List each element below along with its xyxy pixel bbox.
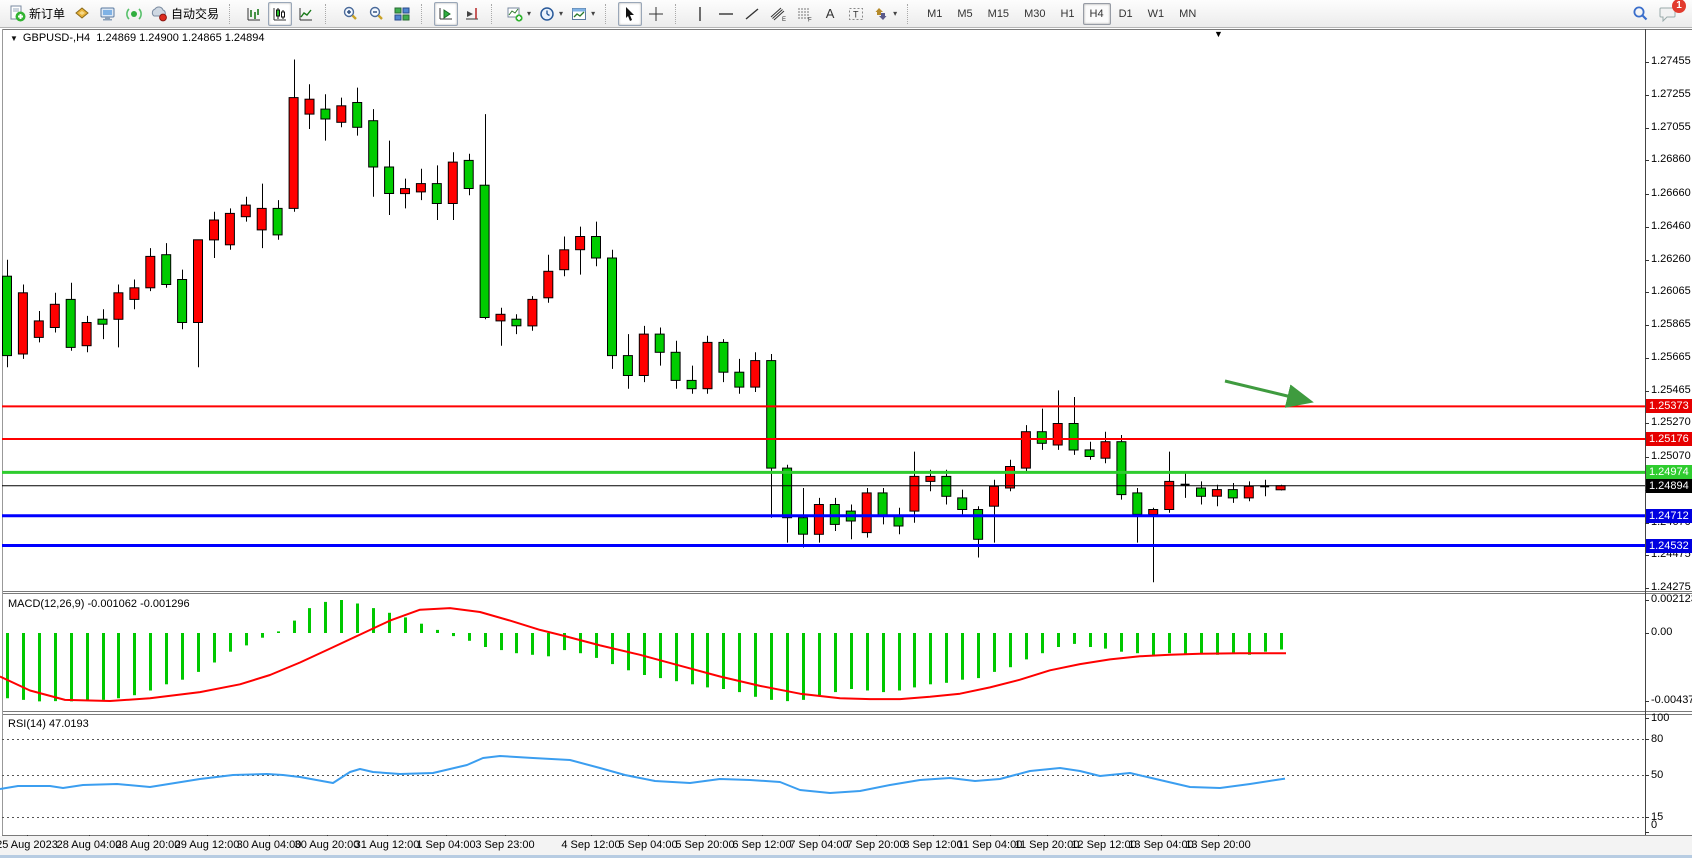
equidistant-channel-icon: E [770,7,786,22]
level-lines-layer [2,405,1645,547]
line-chart-button[interactable] [294,2,318,26]
horizontal-line-button[interactable] [714,2,738,26]
svg-text:T: T [853,9,859,19]
timeframe-button-D1[interactable]: D1 [1118,7,1133,20]
search-button[interactable] [1628,2,1652,26]
tile-windows-button[interactable] [390,2,414,26]
strategy-tester-button[interactable] [122,2,146,26]
text-button[interactable]: A [818,2,842,26]
clock-icon [540,6,554,21]
timeframe-button-H4[interactable]: H4 [1082,2,1111,25]
cursor-icon [626,6,635,21]
toolbar-separator [229,3,236,24]
macd-signal-line [0,607,1286,702]
indicators-button[interactable]: ▾ [504,2,534,26]
arrows-icon [875,7,887,20]
new-order-label: 新订单 [29,7,66,21]
timeframe-button-M5[interactable]: M5 [957,7,973,20]
new-order-button[interactable]: 新订单 [6,2,68,26]
zoom-out-icon [369,6,383,20]
text-label-button[interactable]: T [844,2,868,26]
auto-trading-icon [151,6,167,21]
terminal-button[interactable] [96,2,120,26]
trendline-icon [745,7,759,20]
equidistant-channel-button[interactable]: E [766,2,790,26]
tile-windows-icon [394,7,410,20]
auto-scroll-icon [439,7,453,19]
dropdown-arrow-icon: ▾ [893,9,898,18]
notifications-button[interactable]: 1 [1656,0,1686,26]
zoom-in-icon [343,6,357,20]
chart-shift-icon [466,7,479,19]
signal-icon [126,7,142,20]
timeframe-button-M1[interactable]: M1 [927,7,943,20]
template-icon [572,7,587,20]
trend-arrow-object[interactable] [1224,379,1314,408]
rsi-layer [0,739,1645,818]
chart-plot-area[interactable] [2,29,1645,835]
dropdown-arrow-icon: ▾ [527,9,532,18]
toolbar-separator [325,3,332,24]
templates-button[interactable]: ▾ [568,2,598,26]
rsi-line [0,755,1286,794]
toolbar-separator [907,3,914,24]
timeframe-button-MN[interactable]: MN [1179,7,1197,20]
toolbar-separator [491,3,498,24]
auto-trading-label: 自动交易 [171,7,220,21]
timeframe-button-M15[interactable]: M15 [987,7,1010,20]
window-bottom-edge [0,855,1692,858]
toolbar-separator [675,3,682,24]
yellow-cube-icon [75,6,89,19]
auto-trading-button[interactable]: 自动交易 [148,2,222,26]
auto-scroll-button[interactable] [434,1,459,26]
candlestick-chart-icon [273,7,287,20]
new-order-icon [10,5,26,22]
candlestick-chart-button[interactable] [268,1,293,26]
timeframe-button-M30[interactable]: M30 [1024,7,1046,20]
fibonacci-button[interactable]: F [792,2,816,26]
dropdown-arrow-icon: ▾ [559,9,564,18]
timeframe-button-H1[interactable]: H1 [1060,7,1075,20]
bar-chart-button[interactable] [242,2,266,26]
vertical-line-button[interactable] [688,2,712,26]
line-chart-icon [299,7,313,20]
main-toolbar: 新订单 自动交易 [0,0,1692,28]
dropdown-arrow-icon: ▾ [591,9,596,18]
svg-text:E: E [782,17,786,22]
toolbar-right-group: 1 [1628,0,1686,26]
bar-chart-icon [247,7,261,20]
text-label-icon: T [849,7,864,20]
crosshair-button[interactable] [644,2,668,26]
zoom-in-button[interactable] [338,2,362,26]
search-icon [1633,6,1647,21]
arrows-button[interactable]: ▾ [870,2,900,26]
toolbar-separator [605,3,612,24]
axis-ticks [27,62,1649,839]
timeframe-button-W1[interactable]: W1 [1147,7,1165,20]
toolbar-separator [421,3,428,24]
macd-layer [0,600,1286,702]
text-tool-label: A [825,6,835,21]
charts-button[interactable] [70,2,94,26]
chart-canvas [0,29,1692,839]
candles-layer [2,59,1286,583]
vertical-line-icon [699,6,701,21]
chart-shift-button[interactable] [460,2,484,26]
timeframe-group: M1 M5 M15 M30 H1 H4 D1 W1 MN [920,2,1203,25]
chart-window: ▼ GBPUSD-,H4 1.24869 1.24900 1.24865 1.24… [0,28,1692,858]
indicators-icon [507,7,523,22]
cursor-button[interactable] [618,1,643,26]
periods-button[interactable]: ▾ [536,2,566,26]
trendline-button[interactable] [740,2,764,26]
monitor-icon [100,7,115,20]
svg-text:F: F [808,17,812,22]
crosshair-icon [649,6,664,21]
notification-badge: 1 [1672,0,1686,13]
zoom-out-button[interactable] [364,2,388,26]
horizontal-line-icon [719,12,734,15]
fibonacci-icon: F [797,8,812,22]
